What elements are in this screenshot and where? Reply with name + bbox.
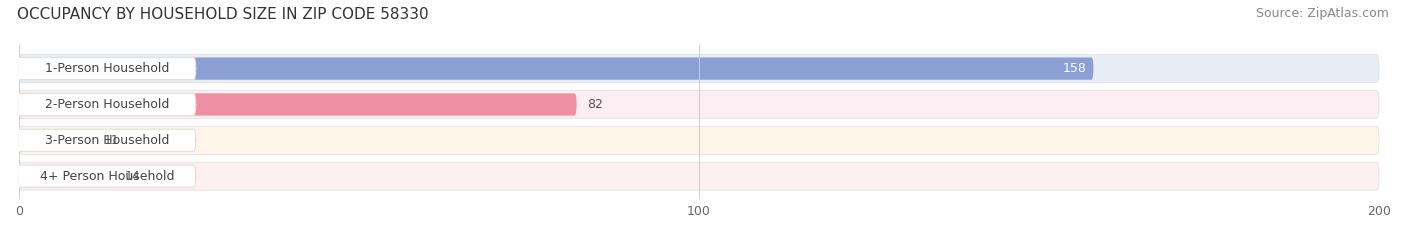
FancyBboxPatch shape: [15, 165, 195, 187]
FancyBboxPatch shape: [20, 129, 94, 151]
FancyBboxPatch shape: [20, 55, 1379, 82]
FancyBboxPatch shape: [20, 162, 1379, 190]
Text: 14: 14: [124, 170, 141, 183]
Text: OCCUPANCY BY HOUSEHOLD SIZE IN ZIP CODE 58330: OCCUPANCY BY HOUSEHOLD SIZE IN ZIP CODE …: [17, 7, 429, 22]
FancyBboxPatch shape: [20, 58, 1094, 80]
Text: 3-Person Household: 3-Person Household: [45, 134, 170, 147]
FancyBboxPatch shape: [15, 129, 195, 151]
FancyBboxPatch shape: [20, 165, 114, 187]
FancyBboxPatch shape: [20, 126, 1379, 154]
Text: 2-Person Household: 2-Person Household: [45, 98, 170, 111]
Text: 4+ Person Household: 4+ Person Household: [41, 170, 174, 183]
Text: 11: 11: [104, 134, 120, 147]
Text: Source: ZipAtlas.com: Source: ZipAtlas.com: [1256, 7, 1389, 20]
FancyBboxPatch shape: [15, 93, 195, 116]
Text: 1-Person Household: 1-Person Household: [45, 62, 170, 75]
FancyBboxPatch shape: [20, 93, 576, 116]
FancyBboxPatch shape: [15, 58, 195, 80]
Text: 82: 82: [586, 98, 603, 111]
Text: 158: 158: [1063, 62, 1087, 75]
FancyBboxPatch shape: [20, 90, 1379, 118]
